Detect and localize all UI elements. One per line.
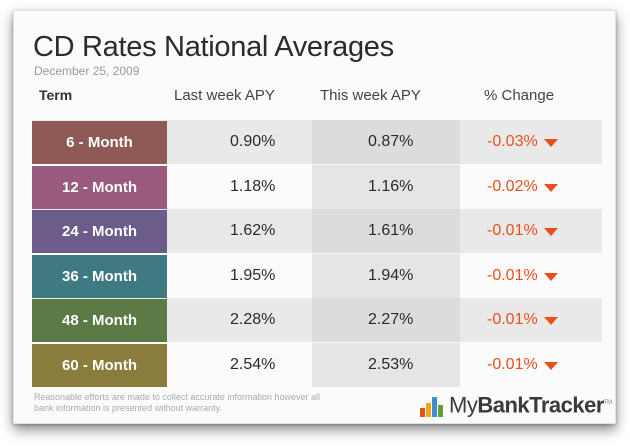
logo-bar bbox=[432, 397, 437, 417]
term-label: 6 - Month bbox=[32, 121, 167, 164]
table-row: 36 - Month 1.95% 1.94% -0.01% bbox=[32, 253, 602, 298]
header-this-week: This week APY bbox=[320, 87, 421, 104]
this-week-value: 1.94% bbox=[368, 266, 414, 284]
this-week-value: 1.61% bbox=[368, 222, 414, 240]
last-week-value: 1.62% bbox=[230, 222, 276, 240]
change-cell: -0.01% bbox=[460, 343, 602, 387]
change-cell: -0.01% bbox=[460, 254, 602, 298]
change-value: -0.01% bbox=[487, 356, 538, 373]
last-week-cell: 1.95% bbox=[172, 254, 312, 298]
logo-bar bbox=[420, 408, 425, 417]
header-change: % Change bbox=[484, 87, 555, 104]
last-week-value: 0.90% bbox=[230, 133, 276, 150]
this-week-cell: 1.94% bbox=[312, 253, 460, 298]
last-week-value: 1.95% bbox=[230, 266, 276, 284]
term-label: 36 - Month bbox=[32, 254, 167, 298]
down-arrow-icon bbox=[543, 228, 558, 237]
this-week-value: 0.87% bbox=[368, 133, 414, 150]
chart-date: December 25, 2009 bbox=[34, 64, 140, 78]
logo-bar bbox=[426, 403, 431, 417]
this-week-cell: 1.61% bbox=[312, 209, 460, 254]
logo-text: MyBankTrackerTM bbox=[449, 391, 612, 417]
change-value: -0.01% bbox=[487, 266, 538, 284]
last-week-cell: 2.54% bbox=[172, 343, 312, 387]
logo-trademark: TM bbox=[603, 399, 612, 406]
change-cell: -0.01% bbox=[460, 209, 602, 253]
change-cell: -0.01% bbox=[460, 298, 602, 342]
last-week-value: 2.28% bbox=[230, 311, 276, 329]
this-week-value: 1.16% bbox=[368, 177, 414, 195]
down-arrow-icon bbox=[543, 139, 558, 147]
this-week-cell: 1.16% bbox=[312, 164, 460, 209]
table-row: 24 - Month 1.62% 1.61% -0.01% bbox=[32, 209, 602, 254]
down-arrow-icon bbox=[543, 317, 558, 326]
this-week-cell: 0.87% bbox=[312, 120, 460, 164]
change-value: -0.01% bbox=[487, 311, 538, 329]
logo-text-banktracker: BankTracker bbox=[477, 392, 604, 417]
this-week-value: 2.53% bbox=[368, 356, 414, 373]
logo-bar bbox=[438, 405, 443, 417]
this-week-cell: 2.53% bbox=[312, 343, 460, 387]
disclaimer: Reasonable efforts are made to collect a… bbox=[34, 392, 320, 413]
term-label: 60 - Month bbox=[32, 344, 167, 387]
logo-text-my: My bbox=[449, 392, 478, 417]
down-arrow-icon bbox=[543, 183, 558, 192]
table-row: 12 - Month 1.18% 1.16% -0.02% bbox=[32, 164, 602, 209]
change-value: -0.03% bbox=[487, 133, 538, 150]
change-cell: -0.02% bbox=[460, 165, 602, 209]
last-week-cell: 2.28% bbox=[172, 298, 312, 342]
last-week-cell: 0.90% bbox=[172, 120, 312, 164]
this-week-cell: 2.27% bbox=[312, 298, 460, 343]
change-value: -0.01% bbox=[487, 222, 538, 240]
bar-chart-logo-icon bbox=[420, 395, 444, 417]
down-arrow-icon bbox=[543, 272, 558, 281]
table-row: 6 - Month 0.90% 0.87% -0.03% bbox=[32, 120, 602, 164]
last-week-value: 2.54% bbox=[230, 356, 276, 373]
down-arrow-icon bbox=[543, 362, 558, 370]
this-week-value: 2.27% bbox=[368, 311, 414, 329]
table-row: 60 - Month 2.54% 2.53% -0.01% bbox=[32, 343, 602, 387]
cd-rates-card: CD Rates National Averages December 25, … bbox=[13, 10, 616, 424]
change-cell: -0.03% bbox=[460, 120, 602, 164]
header-term: Term bbox=[39, 87, 73, 103]
mybanktracker-logo: MyBankTrackerTM bbox=[420, 391, 612, 417]
term-label: 12 - Month bbox=[32, 165, 167, 209]
term-label: 48 - Month bbox=[32, 299, 167, 343]
table-row: 48 - Month 2.28% 2.27% -0.01% bbox=[32, 298, 602, 343]
last-week-cell: 1.18% bbox=[172, 165, 312, 209]
chart-title: CD Rates National Averages bbox=[33, 31, 394, 63]
last-week-value: 1.18% bbox=[230, 177, 276, 195]
last-week-cell: 1.62% bbox=[172, 209, 312, 253]
term-label: 24 - Month bbox=[32, 210, 167, 254]
change-value: -0.02% bbox=[487, 177, 538, 195]
header-last-week: Last week APY bbox=[174, 87, 275, 104]
